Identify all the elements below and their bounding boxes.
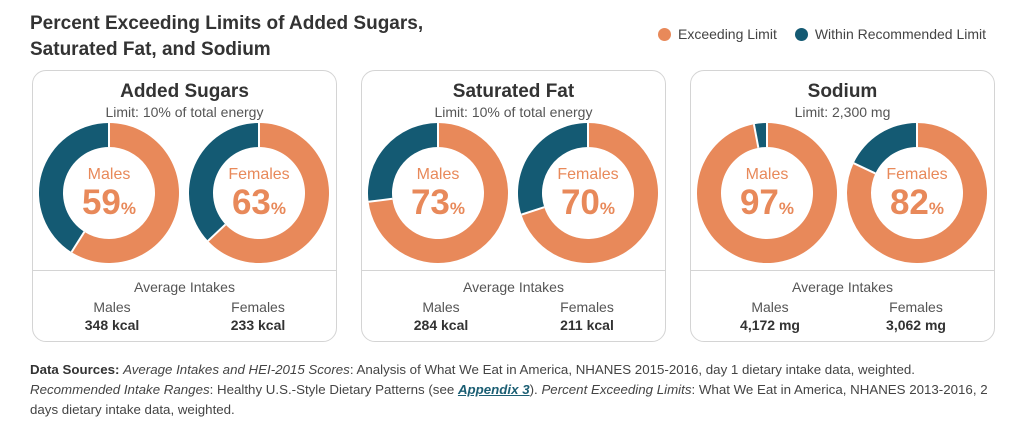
- intake-label: Males: [93, 299, 131, 315]
- data-sources: Data Sources: Average Intakes and HEI-20…: [30, 360, 995, 420]
- slice-exceeding: [207, 123, 329, 263]
- intake-males: Males 284 kcal: [376, 299, 506, 333]
- slice-within: [853, 123, 917, 174]
- donut-label: Females: [228, 166, 290, 183]
- panel-limit: Limit: 10% of total energy: [434, 104, 593, 120]
- intake-value: 211 kcal: [560, 317, 614, 333]
- donut-value: 97%: [697, 183, 837, 223]
- intake-males: Males 348 kcal: [47, 299, 177, 333]
- slice-within: [39, 123, 110, 253]
- slice-separator: [70, 231, 86, 253]
- legend-item-within: Within Recommended Limit: [794, 26, 986, 42]
- donut-value: 73%: [368, 183, 508, 223]
- average-intakes-title: Average Intakes: [463, 279, 564, 295]
- donut-value: 59%: [39, 183, 179, 223]
- intake-females: Females 211 kcal: [522, 299, 652, 333]
- donut-percent: %: [120, 199, 137, 218]
- sources-p2-close: ).: [529, 382, 542, 397]
- panel-title: Added Sugars: [120, 81, 249, 102]
- legend-item-exceeding: Exceeding Limit: [658, 26, 777, 42]
- intake-males: Males 4,172 mg: [705, 299, 835, 333]
- divider: [362, 270, 665, 271]
- donut-label: Males: [87, 166, 131, 183]
- average-intakes-title: Average Intakes: [792, 279, 893, 295]
- donut-females: Females 63%: [189, 123, 329, 263]
- panel-sodium: Sodium Limit: 2,300 mg Males 97% Females…: [690, 70, 995, 342]
- legend-swatch-exceeding: [658, 27, 671, 41]
- slice-separator: [853, 162, 876, 175]
- intake-value: 233 kcal: [230, 317, 286, 333]
- sources-p2-text: : Healthy U.S.-Style Dietary Patterns (s…: [209, 382, 458, 397]
- intake-label: Males: [751, 299, 789, 315]
- donut-females: Females 70%: [518, 123, 658, 263]
- donut-label: Males: [745, 166, 789, 183]
- sources-p3-text: : What We Eat in America, NHANES 2013-20…: [30, 382, 988, 417]
- panel-added-sugars: Added Sugars Limit: 10% of total energy …: [32, 70, 337, 342]
- intake-value: 3,062 mg: [886, 317, 946, 333]
- donut-label: Females: [886, 166, 948, 183]
- slice-separator: [752, 124, 760, 149]
- panel-saturated-fat: Saturated Fat Limit: 10% of total energy…: [361, 70, 666, 342]
- intake-females: Females 233 kcal: [193, 299, 323, 333]
- donut-value: 82%: [847, 183, 987, 223]
- intake-label: Females: [889, 299, 943, 315]
- panel-title: Saturated Fat: [452, 81, 575, 102]
- slice-within: [368, 123, 438, 202]
- donut-males: Males 97%: [697, 123, 837, 263]
- intake-label: Females: [231, 299, 285, 315]
- panel-limit: Limit: 10% of total energy: [105, 104, 264, 120]
- donut-number: 82: [889, 183, 929, 222]
- donut-number: 63: [231, 183, 271, 222]
- appendix-link[interactable]: Appendix 3: [457, 382, 530, 397]
- slice-exceeding: [368, 123, 508, 263]
- legend-label-within: Within Recommended Limit: [814, 26, 986, 42]
- average-intakes-title: Average Intakes: [134, 279, 235, 295]
- slice-within: [189, 123, 259, 241]
- intake-label: Males: [422, 299, 460, 315]
- donut-percent: %: [928, 199, 945, 218]
- donut-percent: %: [778, 199, 795, 218]
- slice-separator: [207, 223, 227, 242]
- donut-number: 59: [81, 183, 121, 222]
- sources-p3-title: Percent Exceeding Limits: [541, 382, 692, 397]
- slice-exceeding: [847, 123, 987, 263]
- intake-females: Females 3,062 mg: [851, 299, 981, 333]
- donut-females: Females 82%: [847, 123, 987, 263]
- donut-label: Males: [416, 166, 460, 183]
- donut-males: Males 73%: [368, 123, 508, 263]
- slice-exceeding: [697, 123, 837, 263]
- intake-value: 348 kcal: [84, 317, 140, 333]
- donut-value: 63%: [189, 183, 329, 223]
- sources-p2-title: Recommended Intake Ranges: [30, 382, 210, 397]
- panel-title: Sodium: [807, 81, 878, 102]
- intake-label: Females: [560, 299, 614, 315]
- donut-label: Females: [557, 166, 619, 183]
- slice-within: [518, 123, 588, 215]
- intake-value: 4,172 mg: [740, 317, 800, 333]
- intake-value: 284 kcal: [413, 317, 469, 333]
- donut-percent: %: [270, 199, 287, 218]
- sources-p1-title: Average Intakes and HEI-2015 Scores: [123, 362, 350, 377]
- legend-swatch-within: [794, 27, 808, 41]
- donut-percent: %: [449, 199, 466, 218]
- donut-number: 97: [739, 183, 779, 222]
- donut-value: 70%: [518, 183, 658, 223]
- slice-separator: [368, 197, 393, 203]
- divider: [691, 270, 994, 271]
- slice-exceeding: [71, 123, 179, 263]
- panel-limit: Limit: 2,300 mg: [794, 104, 891, 120]
- sources-label: Data Sources:: [30, 362, 120, 377]
- legend: Exceeding Limit Within Recommended Limit: [640, 26, 986, 42]
- divider: [33, 270, 336, 271]
- slice-within: [753, 123, 767, 148]
- legend-label-exceeding: Exceeding Limit: [678, 26, 777, 42]
- chart-title: Percent Exceeding Limits of Added Sugars…: [30, 13, 424, 60]
- donut-males: Males 59%: [39, 123, 179, 263]
- slice-separator: [521, 206, 545, 216]
- sources-p1-text: : Analysis of What We Eat in America, NH…: [349, 362, 915, 377]
- donut-number: 73: [410, 183, 450, 222]
- donut-number: 70: [560, 183, 600, 222]
- slice-exceeding: [521, 123, 658, 263]
- donut-percent: %: [599, 199, 616, 218]
